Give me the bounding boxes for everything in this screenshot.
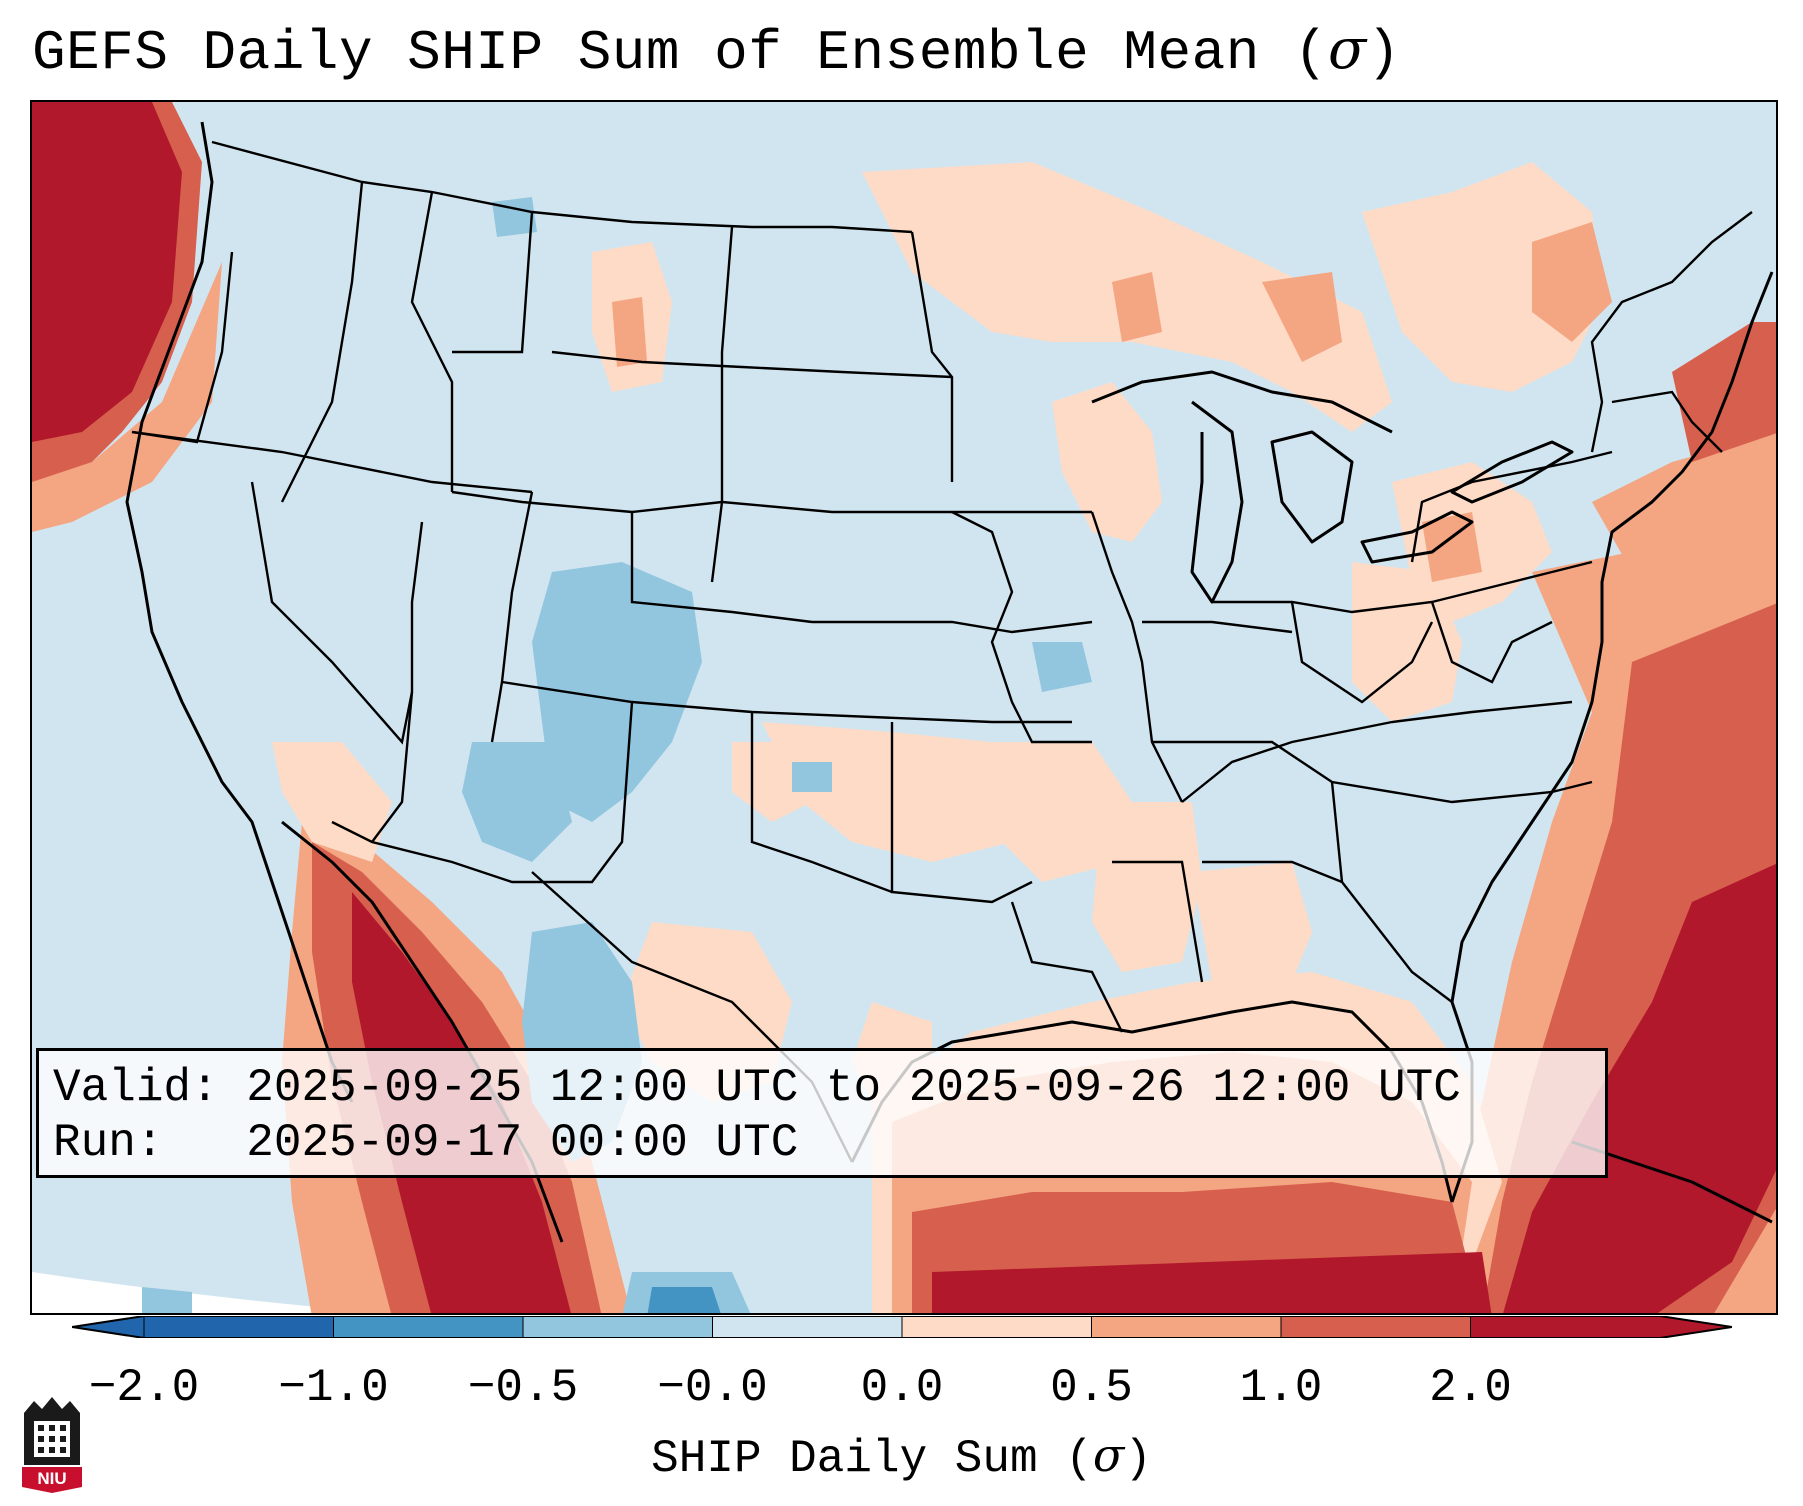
anomaly-negative-strong (647, 1287, 721, 1313)
colorbar-tick-label: 0.0 (860, 1362, 944, 1414)
colorbar-tick-label: 0.5 (1050, 1362, 1133, 1414)
colorbar-segment (72, 1316, 334, 1338)
anomaly-pacific-northwest (32, 102, 222, 532)
valid-time-text: Valid: 2025-09-25 12:00 UTC to 2025-09-2… (53, 1062, 1461, 1114)
logo-text: NIU (37, 1469, 66, 1488)
map-title: GEFS Daily SHIP Sum of Ensemble Mean (σ) (32, 17, 1401, 85)
colorbar-segment (333, 1316, 524, 1338)
colorbar-segments (72, 1316, 1732, 1338)
colorbar-label: SHIP Daily Sum (σ) (651, 1428, 1152, 1485)
colorbar-segment (1281, 1316, 1471, 1338)
colorbar-tick-label: −0.5 (467, 1362, 579, 1414)
state-borders (131, 140, 1753, 1163)
colorbar (72, 1316, 1732, 1338)
colorbar-tick-label: 2.0 (1429, 1362, 1512, 1414)
colorbar-segment (1091, 1316, 1282, 1338)
colorbar-tick-label: −0.0 (657, 1362, 768, 1414)
projection-edge-left (32, 1272, 382, 1313)
run-time-text: Run: 2025-09-17 00:00 UTC (53, 1117, 799, 1169)
niu-logo: NIU (22, 1397, 82, 1493)
anomaly-continental-moderate (612, 222, 1612, 582)
colorbar-segment (1470, 1316, 1732, 1338)
colorbar-tick-label: 1.0 (1239, 1362, 1323, 1414)
colorbar-segment (712, 1316, 903, 1338)
colorbar-tick-label: −2.0 (88, 1362, 200, 1414)
colorbar-segment (902, 1316, 1092, 1338)
colorbar-segment (523, 1316, 713, 1338)
valid-run-info-box: Valid: 2025-09-25 12:00 UTC to 2025-09-2… (36, 1048, 1608, 1178)
colorbar-tick-label: −1.0 (278, 1362, 389, 1414)
